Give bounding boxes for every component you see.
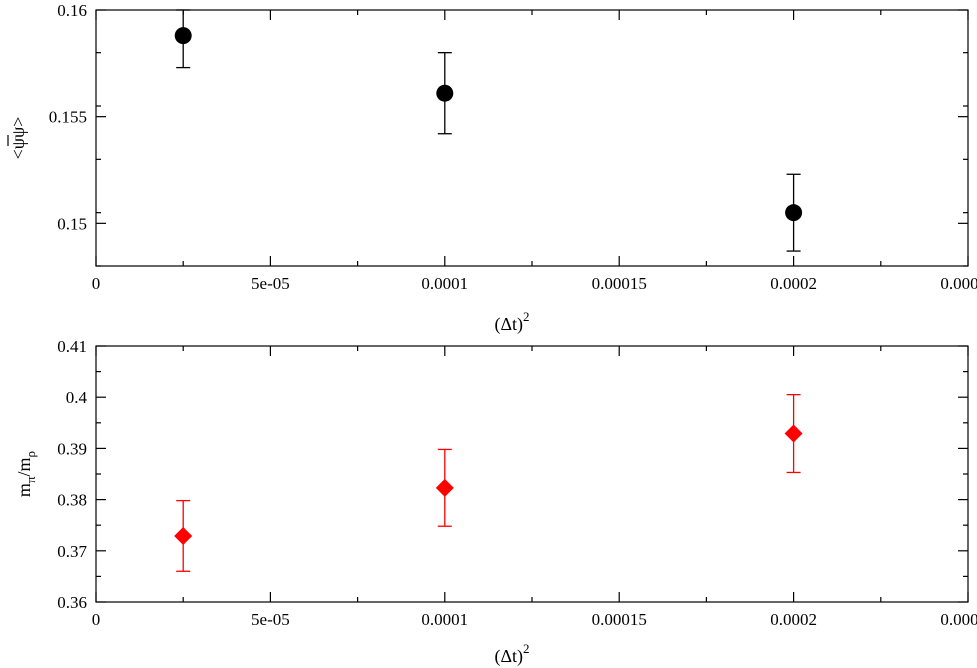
bottom-x-tick-label: 0.0002 [770, 610, 817, 629]
circle-marker [785, 204, 803, 222]
top-x-tick-label: 0.00025 [940, 274, 977, 293]
bottom-y-tick-label: 0.37 [57, 542, 87, 561]
diamond-marker [784, 424, 803, 443]
top-plot-frame [95, 9, 969, 267]
top-y-tick-label: 0.16 [57, 1, 87, 20]
top-data-point [174, 9, 192, 69]
top-y-ticks: 0.15 0.155 0.16 [49, 1, 968, 267]
top-data-point [785, 173, 803, 252]
bottom-x-ticks: 0 5e-05 0.0001 0.00015 0.0002 0.00025 [92, 346, 977, 629]
top-y-axis-label-text: <ψψ> [8, 117, 28, 160]
bottom-y-tick-label: 0.36 [57, 593, 87, 612]
bottom-plot-frame [95, 345, 969, 603]
top-x-axis-label-sup: 2 [523, 309, 530, 324]
circle-marker [436, 84, 454, 102]
bottom-y-axis-label-sub2: ρ [23, 451, 38, 458]
diamond-marker [174, 526, 193, 545]
bottom-data-point [435, 448, 454, 527]
top-x-tick-label: 5e-05 [251, 274, 290, 293]
bottom-x-tick-label: 0.00025 [940, 610, 977, 629]
bottom-y-axis-label-m1: m [14, 483, 34, 497]
circle-marker [174, 27, 192, 45]
bottom-x-axis-label: (Δt)2 [494, 641, 529, 667]
bottom-x-tick-label: 0.00015 [592, 610, 647, 629]
top-x-tick-label: 0.00015 [592, 274, 647, 293]
top-data-point [436, 52, 454, 135]
bottom-x-tick-label: 0 [92, 610, 101, 629]
bottom-x-tick-label: 5e-05 [251, 610, 290, 629]
top-x-tick-label: 0.0001 [421, 274, 468, 293]
bottom-x-tick-label: 0.0001 [421, 610, 468, 629]
bottom-y-axis-label-slash: / [14, 471, 34, 476]
bottom-data-point [174, 499, 193, 572]
bottom-y-tick-label: 0.39 [57, 439, 87, 458]
top-x-axis-label: (Δt)2 [494, 309, 529, 335]
top-y-axis-label: <ψψ> [7, 117, 28, 160]
top-x-tick-label: 0 [92, 274, 101, 293]
bottom-y-axis-label-m2: m [14, 457, 34, 471]
top-y-tick-label: 0.155 [49, 108, 87, 127]
top-x-ticks: 0 5e-05 0.0001 0.00015 0.0002 0.00025 [92, 10, 977, 293]
bottom-data-point [784, 393, 803, 474]
top-y-tick-label: 0.15 [57, 214, 87, 233]
top-x-tick-label: 0.0002 [770, 274, 817, 293]
diamond-marker [435, 478, 454, 497]
top-x-axis-label-base: (Δt) [494, 314, 523, 335]
bottom-y-axis-label-sub1: π [23, 476, 38, 483]
bottom-data-marks [174, 393, 803, 572]
bottom-y-tick-label: 0.38 [57, 491, 87, 510]
bottom-x-axis-label-sup: 2 [523, 641, 530, 656]
top-data-marks [174, 9, 803, 252]
bottom-y-axis-label: mπ/mρ [14, 451, 38, 497]
bottom-x-axis-label-base: (Δt) [494, 646, 523, 667]
bottom-y-tick-label: 0.4 [66, 388, 88, 407]
bottom-y-ticks: 0.36 0.37 0.38 0.39 0.4 0.41 [57, 337, 968, 612]
bottom-y-tick-label: 0.41 [57, 337, 87, 356]
